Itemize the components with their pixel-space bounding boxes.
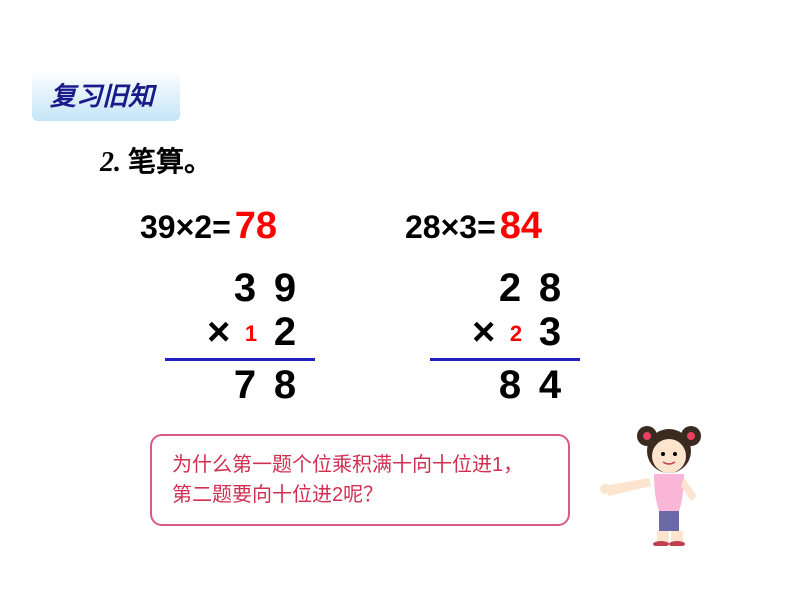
- digit: 2: [490, 266, 530, 310]
- question-title: 2. 笔算。: [100, 140, 212, 180]
- speech-bubble: 为什么第一题个位乘积满十向十位进1， 第二题要向十位进2呢？: [150, 434, 570, 526]
- operator: ×: [472, 310, 502, 354]
- girl-character-icon: [599, 416, 719, 546]
- operator: ×: [207, 310, 237, 354]
- carry-digit: 1: [237, 322, 265, 366]
- problems-container: 39×2= 78 3 9 × 1 2 7 8 28×3= 84: [140, 205, 580, 407]
- equation-row: 28×3= 84: [405, 205, 580, 248]
- carry-digit: 2: [502, 322, 530, 366]
- vertical-calculation: 2 8 × 2 3 8 4: [430, 266, 580, 407]
- top-row: 2 8: [430, 266, 570, 310]
- speech-line-2: 第二题要向十位进2呢？: [172, 480, 548, 510]
- digit: 8: [490, 363, 530, 407]
- problem-1: 39×2= 78 3 9 × 1 2 7 8: [140, 205, 315, 407]
- question-text: 笔算。: [128, 147, 212, 178]
- operator-row: × 1 2: [165, 310, 305, 354]
- digit: 3: [225, 266, 265, 310]
- digit: 4: [530, 363, 570, 407]
- header-badge: 复习旧知: [32, 70, 180, 121]
- equation-answer: 78: [235, 205, 277, 247]
- top-row: 3 9: [165, 266, 305, 310]
- header-text: 复习旧知: [50, 82, 154, 111]
- problem-2: 28×3= 84 2 8 × 2 3 8 4: [405, 205, 580, 407]
- digit: 9: [265, 266, 305, 310]
- question-number: 2.: [100, 147, 121, 178]
- digit: 3: [530, 310, 570, 354]
- vertical-calculation: 3 9 × 1 2 7 8: [165, 266, 315, 407]
- digit: 8: [530, 266, 570, 310]
- result-row: 7 8: [165, 363, 305, 407]
- result-row: 8 4: [430, 363, 570, 407]
- equation-lhs: 39×2=: [140, 209, 231, 245]
- digit: 2: [265, 310, 305, 354]
- equation-lhs: 28×3=: [405, 209, 496, 245]
- digit: 7: [225, 363, 265, 407]
- digit: 8: [265, 363, 305, 407]
- operator-row: × 2 3: [430, 310, 570, 354]
- equation-row: 39×2= 78: [140, 205, 315, 248]
- speech-line-1: 为什么第一题个位乘积满十向十位进1，: [172, 450, 548, 480]
- equation-answer: 84: [500, 205, 542, 247]
